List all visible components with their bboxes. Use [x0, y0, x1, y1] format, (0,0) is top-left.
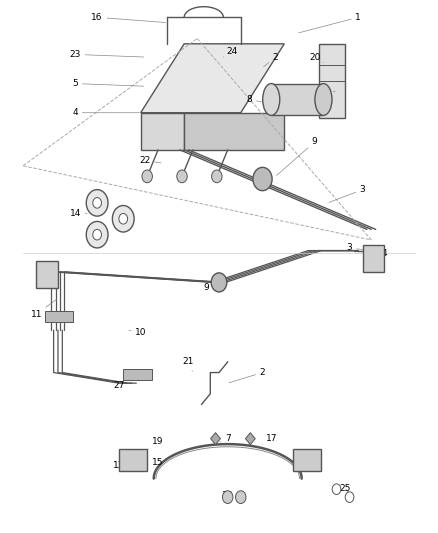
Text: 8: 8: [247, 95, 261, 104]
Text: 10: 10: [129, 328, 146, 337]
Text: 22: 22: [139, 156, 161, 165]
Bar: [211, 433, 220, 445]
Circle shape: [86, 221, 108, 248]
Ellipse shape: [315, 84, 332, 115]
Circle shape: [211, 273, 227, 292]
Text: 27: 27: [318, 87, 335, 96]
Text: 4: 4: [73, 108, 139, 117]
Circle shape: [332, 484, 341, 495]
Circle shape: [345, 492, 354, 503]
Text: 1: 1: [299, 13, 361, 33]
Text: 7: 7: [220, 434, 230, 443]
Text: 20: 20: [309, 53, 323, 62]
Text: 25: 25: [339, 483, 351, 494]
Bar: [123, 369, 152, 381]
Circle shape: [212, 170, 222, 183]
Text: 5: 5: [73, 79, 144, 88]
Bar: [119, 449, 147, 471]
Polygon shape: [319, 44, 345, 118]
Bar: [363, 245, 385, 272]
Text: 3: 3: [347, 244, 370, 253]
Bar: [271, 84, 323, 115]
Text: 4: 4: [381, 249, 387, 261]
Circle shape: [93, 229, 102, 240]
Text: 11: 11: [31, 299, 57, 319]
Text: 9: 9: [277, 138, 318, 175]
Text: 27: 27: [110, 381, 124, 390]
Circle shape: [253, 167, 272, 191]
Text: 2: 2: [264, 53, 279, 67]
Polygon shape: [141, 44, 284, 113]
Text: 16: 16: [92, 13, 166, 22]
Circle shape: [119, 214, 127, 224]
Bar: [245, 433, 255, 445]
Circle shape: [223, 491, 233, 504]
Circle shape: [142, 170, 152, 183]
Circle shape: [177, 170, 187, 183]
Text: 15: 15: [142, 458, 164, 467]
Ellipse shape: [263, 84, 280, 115]
Text: 21: 21: [183, 358, 194, 372]
Text: 12: 12: [113, 461, 124, 470]
Text: 19: 19: [142, 437, 164, 454]
Polygon shape: [184, 113, 284, 150]
Text: 2: 2: [229, 368, 265, 383]
Bar: [293, 449, 321, 471]
Circle shape: [113, 206, 134, 232]
Text: 3: 3: [329, 185, 365, 203]
Text: 9: 9: [203, 283, 218, 292]
Bar: [36, 261, 58, 288]
Text: 24: 24: [223, 47, 238, 57]
Circle shape: [236, 491, 246, 504]
Bar: [45, 311, 73, 322]
Text: 17: 17: [262, 434, 277, 444]
Circle shape: [86, 190, 108, 216]
Text: 13: 13: [222, 491, 233, 501]
Text: 23: 23: [70, 50, 144, 59]
Text: 14: 14: [70, 209, 87, 218]
Circle shape: [93, 198, 102, 208]
Polygon shape: [141, 113, 184, 150]
